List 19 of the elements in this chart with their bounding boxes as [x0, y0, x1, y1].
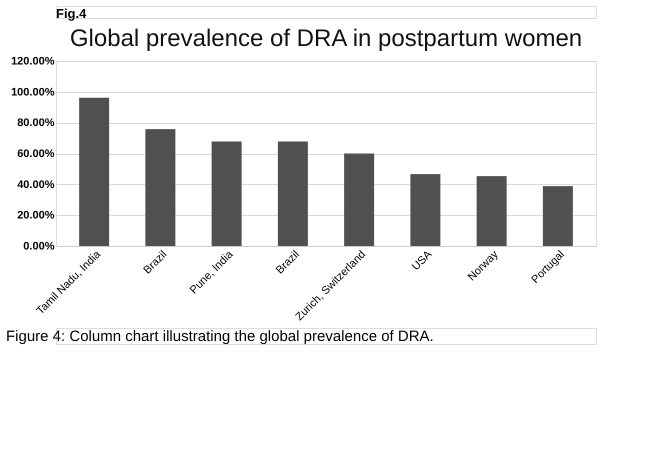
caption: Fig.4: [56, 6, 88, 21]
bar: [79, 98, 110, 246]
y-tick-label: 120.00%: [11, 56, 55, 68]
x-tick-label: USA: [410, 248, 435, 273]
chart-title: Global prevalence of DRA in postpartum women: [70, 25, 582, 52]
bar: [145, 129, 176, 246]
y-tick-label: 60.00%: [17, 148, 55, 160]
bar: [344, 154, 374, 246]
bar: [542, 186, 573, 246]
y-tick-label: 20.00%: [17, 210, 55, 222]
bar: [410, 174, 440, 246]
y-tick-label: 100.00%: [11, 86, 55, 98]
caption: Figure 4: Column chart illustrating the global prevalence of DRA.: [6, 328, 434, 345]
bar: [212, 141, 242, 246]
bar: [476, 176, 507, 246]
y-tick-label: 40.00%: [17, 178, 55, 191]
bar: [278, 141, 308, 246]
y-tick-label: 0.00%: [23, 240, 55, 252]
y-tick-label: 80.00%: [17, 117, 55, 130]
